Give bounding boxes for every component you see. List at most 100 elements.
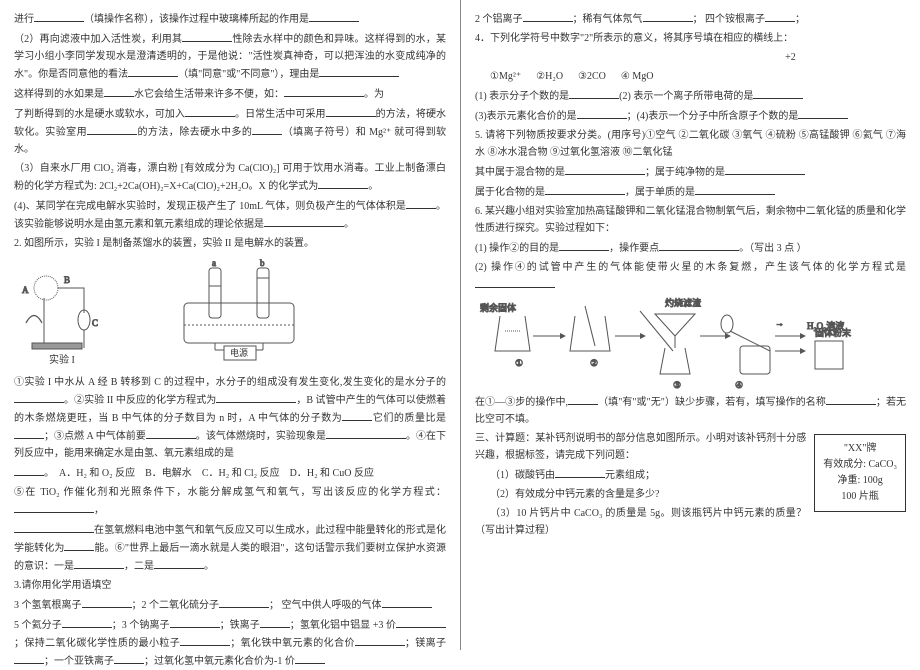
- blank: [309, 10, 359, 22]
- t: ；镁离子: [405, 638, 446, 649]
- t: 3.请你用化学用语填空: [14, 580, 112, 591]
- para-14: 5 个氦分子；3 个钠离子；铁离子；氢氧化铝中铝显 +3 价；保持二氧化碳化学性…: [14, 616, 446, 670]
- blank: [565, 163, 645, 175]
- para-7: 2. 如图所示，实验 I 是制备蒸馏水的装置，实验 II 是电解水的装置。: [14, 235, 446, 252]
- t: ；一个亚铁离子: [44, 656, 114, 667]
- blank: [318, 177, 368, 189]
- t: ；(4)表示一个分子中所含原子个数的是: [627, 111, 799, 122]
- t: ；2 个二氧化硫分子: [132, 600, 220, 611]
- opt-b: B．电解水: [145, 468, 192, 479]
- blank: [128, 65, 178, 77]
- blank: [154, 557, 204, 569]
- t: 三、计算题：某补钙剂说明书的部分信息如图所示。小明对该补钙剂十分感兴趣，根据标签…: [475, 433, 806, 461]
- para-8: ①实验 I 中水从 A 经 B 转移到 C 的过程中，水分子的组成没有发生变化,…: [14, 374, 446, 462]
- blank: [765, 10, 795, 22]
- blank: [659, 239, 739, 251]
- t: ；过氧化氢中氧元素化合价为-1 价: [144, 656, 295, 667]
- label-exp1: 实验 I: [49, 353, 75, 366]
- para-r1: 2 个铝离子；稀有气体氖气； 四个铵根离子；: [475, 10, 906, 28]
- blank: [87, 123, 137, 135]
- blank: [180, 634, 230, 646]
- blank: [555, 466, 605, 478]
- svg-text:C: C: [92, 318, 98, 328]
- blank: [326, 105, 376, 117]
- o3: ③2CO: [578, 71, 606, 82]
- t: 水它会给生活带来许多不便，如：: [134, 89, 284, 100]
- t: ⑤在 TiO₂ 作催化剂和光照条件下，水能分解成氢气和氧气，写出该反应的化学方程…: [14, 487, 446, 498]
- opt-a: A．H₂ 和 O₂ 反应: [59, 468, 135, 479]
- para-3: 这样得到的水如果是水它会给生活带来许多不便，如：。为: [14, 85, 446, 103]
- t: ，操作要点: [609, 243, 659, 254]
- t: 5. 请将下列物质按要求分类。(用序号)①空气 ②二氧化碳 ③氧气 ④硫粉 ⑤高…: [475, 130, 906, 158]
- para-11: 在氢氧燃料电池中氢气和氧气反应又可以生成水，此过程中能量转化的形式是化学能转化为…: [14, 521, 446, 575]
- para-r5: (3)表示元素化合价的是；(4)表示一个分子中所含原子个数的是: [475, 107, 906, 125]
- box-line1: "XX"牌: [823, 441, 897, 457]
- blank: [104, 85, 134, 97]
- para-r2: 4．下列化学符号中数字"2"所表示的意义，将其序号填在相应的横线上：: [475, 30, 906, 47]
- blank: [14, 391, 64, 403]
- label-power: 电源: [230, 347, 248, 358]
- para-12: 3.请你用化学用语填空: [14, 577, 446, 594]
- blank: [559, 239, 609, 251]
- o2: ②H₂O: [536, 71, 563, 82]
- t: 4．下列化学符号中数字"2"所表示的意义，将其序号填在相应的横线上：: [475, 33, 793, 44]
- para-10: ⑤在 TiO₂ 作催化剂和光照条件下，水能分解成氢气和氧气，写出该反应的化学方程…: [14, 484, 446, 519]
- t: （3）自来水厂用 ClO₂ 消毒，漂白粉 [有效成分为 Ca(ClO)₂] 可用…: [14, 163, 446, 192]
- blank: [326, 427, 406, 439]
- o4: ④ MgO: [621, 71, 654, 82]
- para-6: (4)、某同学在完成电解水实验时，发现正极产生了 10mL 气体，则负极产生的气…: [14, 197, 446, 233]
- para-r10: (1) 操作②的目的是，操作要点。（写出 3 点 ）: [475, 239, 906, 257]
- t: ；氧化铁中氧元素的化合价: [230, 638, 355, 649]
- t: ，属于单质的是: [625, 187, 695, 198]
- blank: [319, 65, 399, 77]
- t: （2）再向滤液中加入活性炭，利用其: [14, 34, 182, 45]
- t: (4)、某同学在完成电解水实验时，发现正极产生了 10mL 气体，则负极产生的气…: [14, 201, 406, 212]
- svg-text:B: B: [64, 275, 70, 285]
- opts-r3: ①Mg²⁺ ②H₂O ③2CO ④ MgO: [490, 68, 906, 85]
- blank: [355, 634, 405, 646]
- t: 。该气体燃烧时，实验现象是: [196, 431, 326, 442]
- blank: [295, 652, 325, 664]
- experiment-2-diagram: a b 电源: [164, 258, 314, 368]
- blank: [182, 30, 232, 42]
- t: ；③点燃 A 中气体前要: [44, 431, 146, 442]
- t: 2. 如图所示，实验 I 是制备蒸馏水的装置，实验 II 是电解水的装置。: [14, 238, 314, 249]
- blank: [475, 276, 555, 288]
- t: 的方法，除去硬水中多的: [137, 127, 252, 138]
- blank: [695, 183, 775, 195]
- para-r9: 6. 某兴趣小组对实验室加热高锰酸钾和二氧化锰混合物制氧气后，剩余物中二氧化锰的…: [475, 203, 906, 237]
- t: 这样得到的水如果是: [14, 89, 104, 100]
- t: ；3 个钠离子: [112, 620, 170, 631]
- blank: [569, 87, 619, 99]
- t: （填"同意"或"不同意"），理由是: [178, 69, 319, 80]
- t: ；铁离子: [220, 620, 260, 631]
- para-4: 了判断得到的水是硬水或软水，可加入。日常生活中可采用的方法，将硬水软化。实验室用…: [14, 105, 446, 158]
- blank: [406, 197, 436, 209]
- blank: [170, 616, 220, 628]
- lbl: 灼烧滤渣: [665, 297, 701, 308]
- t: ； 四个铵根离子: [693, 14, 766, 25]
- t: 它们的质量比是: [372, 413, 446, 424]
- t: （3）10 片钙片中 CaCO₃ 的质量是 5g。则该瓶钙片中钙元素的质量？（写…: [475, 508, 806, 536]
- blank: [34, 10, 84, 22]
- plus2: +2: [675, 49, 906, 66]
- experiment-figures: A B C 实验 I a b 电源: [14, 258, 446, 368]
- para-5: （3）自来水厂用 ClO₂ 消毒，漂白粉 [有效成分为 Ca(ClO)₂] 可用…: [14, 160, 446, 195]
- blank: [725, 163, 805, 175]
- t: (1) 表示分子个数的是: [475, 91, 569, 102]
- lbl: ④: [735, 380, 743, 390]
- t: (2) 表示一个离子所带电荷的是: [619, 91, 753, 102]
- t: ①实验 I 中水从 A 经 B 转移到 C 的过程中，水分子的组成没有发生变化,…: [14, 377, 446, 388]
- t: 6. 某兴趣小组对实验室加热高锰酸钾和二氧化锰混合物制氧气后，剩余物中二氧化锰的…: [475, 206, 906, 234]
- para-r8: 属于化合物的是，属于单质的是: [475, 183, 906, 201]
- blank: [14, 464, 44, 476]
- para-r11: (2) 操作④的试管中产生的气体能使带火星的木条复燃，产生该气体的化学方程式是: [475, 259, 906, 294]
- svg-text:b: b: [260, 258, 265, 268]
- blank: [62, 616, 112, 628]
- blank: [14, 521, 94, 533]
- right-column: 2 个铝离子；稀有气体氖气； 四个铵根离子； 4．下列化学符号中数字"2"所表示…: [460, 0, 920, 650]
- t: （2）有效成分中钙元素的含量是多少?: [490, 489, 659, 500]
- t: 其中属于混合物的是: [475, 167, 565, 178]
- blank: [753, 87, 803, 99]
- para-1: 进行（填操作名称），该操作过程中玻璃棒所起的作用是: [14, 10, 446, 28]
